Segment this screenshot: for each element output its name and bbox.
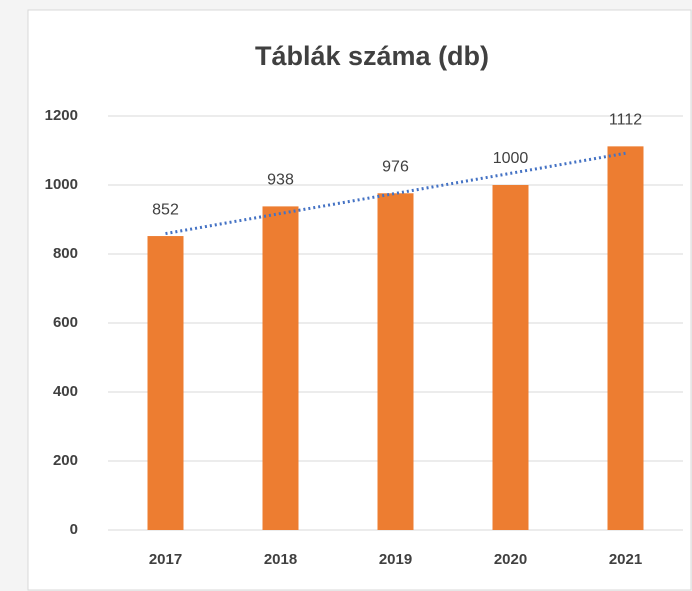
data-label: 852 (152, 201, 179, 218)
x-tick-label: 2021 (609, 551, 642, 568)
y-tick-label: 800 (53, 245, 78, 262)
bar (147, 236, 184, 530)
bar (607, 146, 644, 531)
y-tick-label: 1000 (45, 176, 78, 193)
y-tick-label: 1200 (45, 107, 78, 124)
y-tick-label: 600 (53, 314, 78, 331)
x-tick-label: 2017 (149, 551, 182, 568)
bar (377, 193, 414, 530)
data-label: 938 (267, 172, 294, 189)
y-tick-label: 400 (53, 383, 78, 400)
bar (492, 185, 529, 530)
chart-title: Táblák száma (db) (255, 41, 489, 71)
data-label: 1112 (609, 112, 642, 129)
bar (262, 206, 299, 530)
x-tick-label: 2018 (264, 551, 297, 568)
x-tick-label: 2020 (494, 551, 527, 568)
y-tick-label: 200 (53, 452, 78, 469)
x-tick-label: 2019 (379, 551, 412, 568)
data-label: 1000 (493, 150, 529, 167)
data-label: 976 (382, 158, 409, 175)
chart-area (27, 9, 692, 591)
y-tick-label: 0 (70, 521, 78, 538)
